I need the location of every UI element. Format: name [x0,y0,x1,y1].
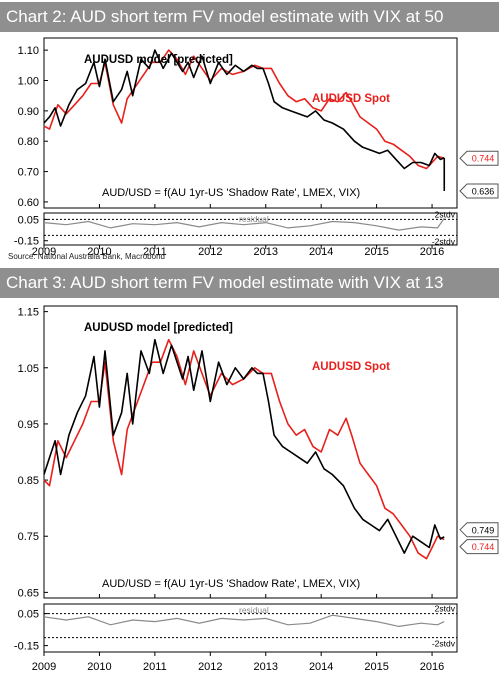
chart-3-plot: 1.15 1.05 0.95 0.85 0.75 0.65 2009 2010 2011 2012… [14,305,499,673]
chart-2-title: Chart 2: AUD short term FV model estimat… [0,2,499,32]
end-value-label: 0.636 [472,187,495,197]
model-series-line [43,49,445,170]
x-tick-label: 2009 [32,661,56,673]
chart-3-block: Chart 3: AUD short term FV model estimat… [0,268,499,679]
residual-plot-frame [43,212,458,246]
y-tick-label: 0.70 [18,167,39,179]
x-tick-label: 2011 [143,661,167,673]
x-tick-label: 2016 [420,246,444,258]
x-tick-label: 2014 [309,661,333,673]
x-tick-label: 2010 [87,661,111,673]
model-series-label: AUDUSD model [predicted] [84,322,233,334]
x-tick-label: 2013 [254,661,278,673]
x-tick-label: 2012 [198,661,222,673]
x-tick-label: 2012 [198,246,222,258]
spot-series-line [43,338,445,560]
y-tick-label: 1.00 [18,76,39,88]
chart-2-source: Source: National Australia Bank, Macrobo… [8,252,165,261]
residual-label: residual [239,605,269,615]
model-formula-text: AUD/USD = f(AU 1yr-US 'Shadow Rate', LME… [102,578,360,590]
end-value-callout [459,183,499,199]
y-tick-label: 0.65 [18,587,39,599]
residual-plot-frame [43,603,458,653]
x-tick-label: 2011 [143,246,167,258]
main-plot-frame [43,305,458,599]
x-tick-label: 2016 [420,661,444,673]
end-value-callout [459,522,499,538]
x-tick-label: 2014 [309,246,333,258]
y-tick-label: 0.60 [18,197,39,209]
model-formula-text: AUD/USD = f(AU 1yr-US 'Shadow Rate', LME… [102,187,360,199]
chart-2-block: Chart 2: AUD short term FV model estimat… [0,0,499,265]
model-series-label: AUDUSD model [predicted] [84,54,233,66]
y-tick-label: 0.75 [18,531,39,543]
residual-series-line [43,614,445,628]
end-value-label: 0.744 [472,542,495,552]
chart-3-title: Chart 3: AUD short term FV model estimat… [0,268,499,298]
spot-series-label: AUDUSD Spot [312,93,390,105]
residual-y-tick-label: 0.05 [18,609,39,621]
end-value-callout [459,539,499,555]
x-tick-label: 2013 [254,246,278,258]
y-tick-label: 0.90 [18,106,39,118]
x-tick-label: 2015 [364,661,388,673]
spot-series-label: AUDUSD Spot [312,361,390,373]
end-value-label: 0.749 [472,525,495,535]
y-tick-label: 1.15 [18,307,39,319]
end-value-label: 0.744 [472,154,495,164]
y-tick-label: 0.85 [18,475,39,487]
residual-y-tick-label: -0.15 [14,236,39,248]
residual-y-tick-label: -0.15 [14,641,39,653]
residual-y-tick-label: 0.05 [18,214,39,226]
residual-series-line [43,217,445,231]
model-series-line [43,338,445,554]
x-tick-label: 2010 [87,246,111,258]
stdv-band-label: 2stdv [435,604,456,614]
stdv-band-label: 2stdv [435,209,456,219]
x-tick-label: 2015 [364,246,388,258]
chart-2-plot: 1.10 1.00 0.90 0.80 0.70 0.60 2009 2010 2011 2012… [14,37,499,258]
y-tick-label: 0.95 [18,419,39,431]
y-tick-label: 1.10 [18,45,39,57]
end-value-callout [459,150,499,166]
y-tick-label: 1.05 [18,363,39,375]
stdv-band-label: -2stdv [432,236,456,246]
y-tick-label: 0.80 [18,136,39,148]
stdv-band-label: -2stdv [432,639,456,649]
residual-label: residual [239,214,269,224]
x-tick-label: 2009 [32,246,56,258]
